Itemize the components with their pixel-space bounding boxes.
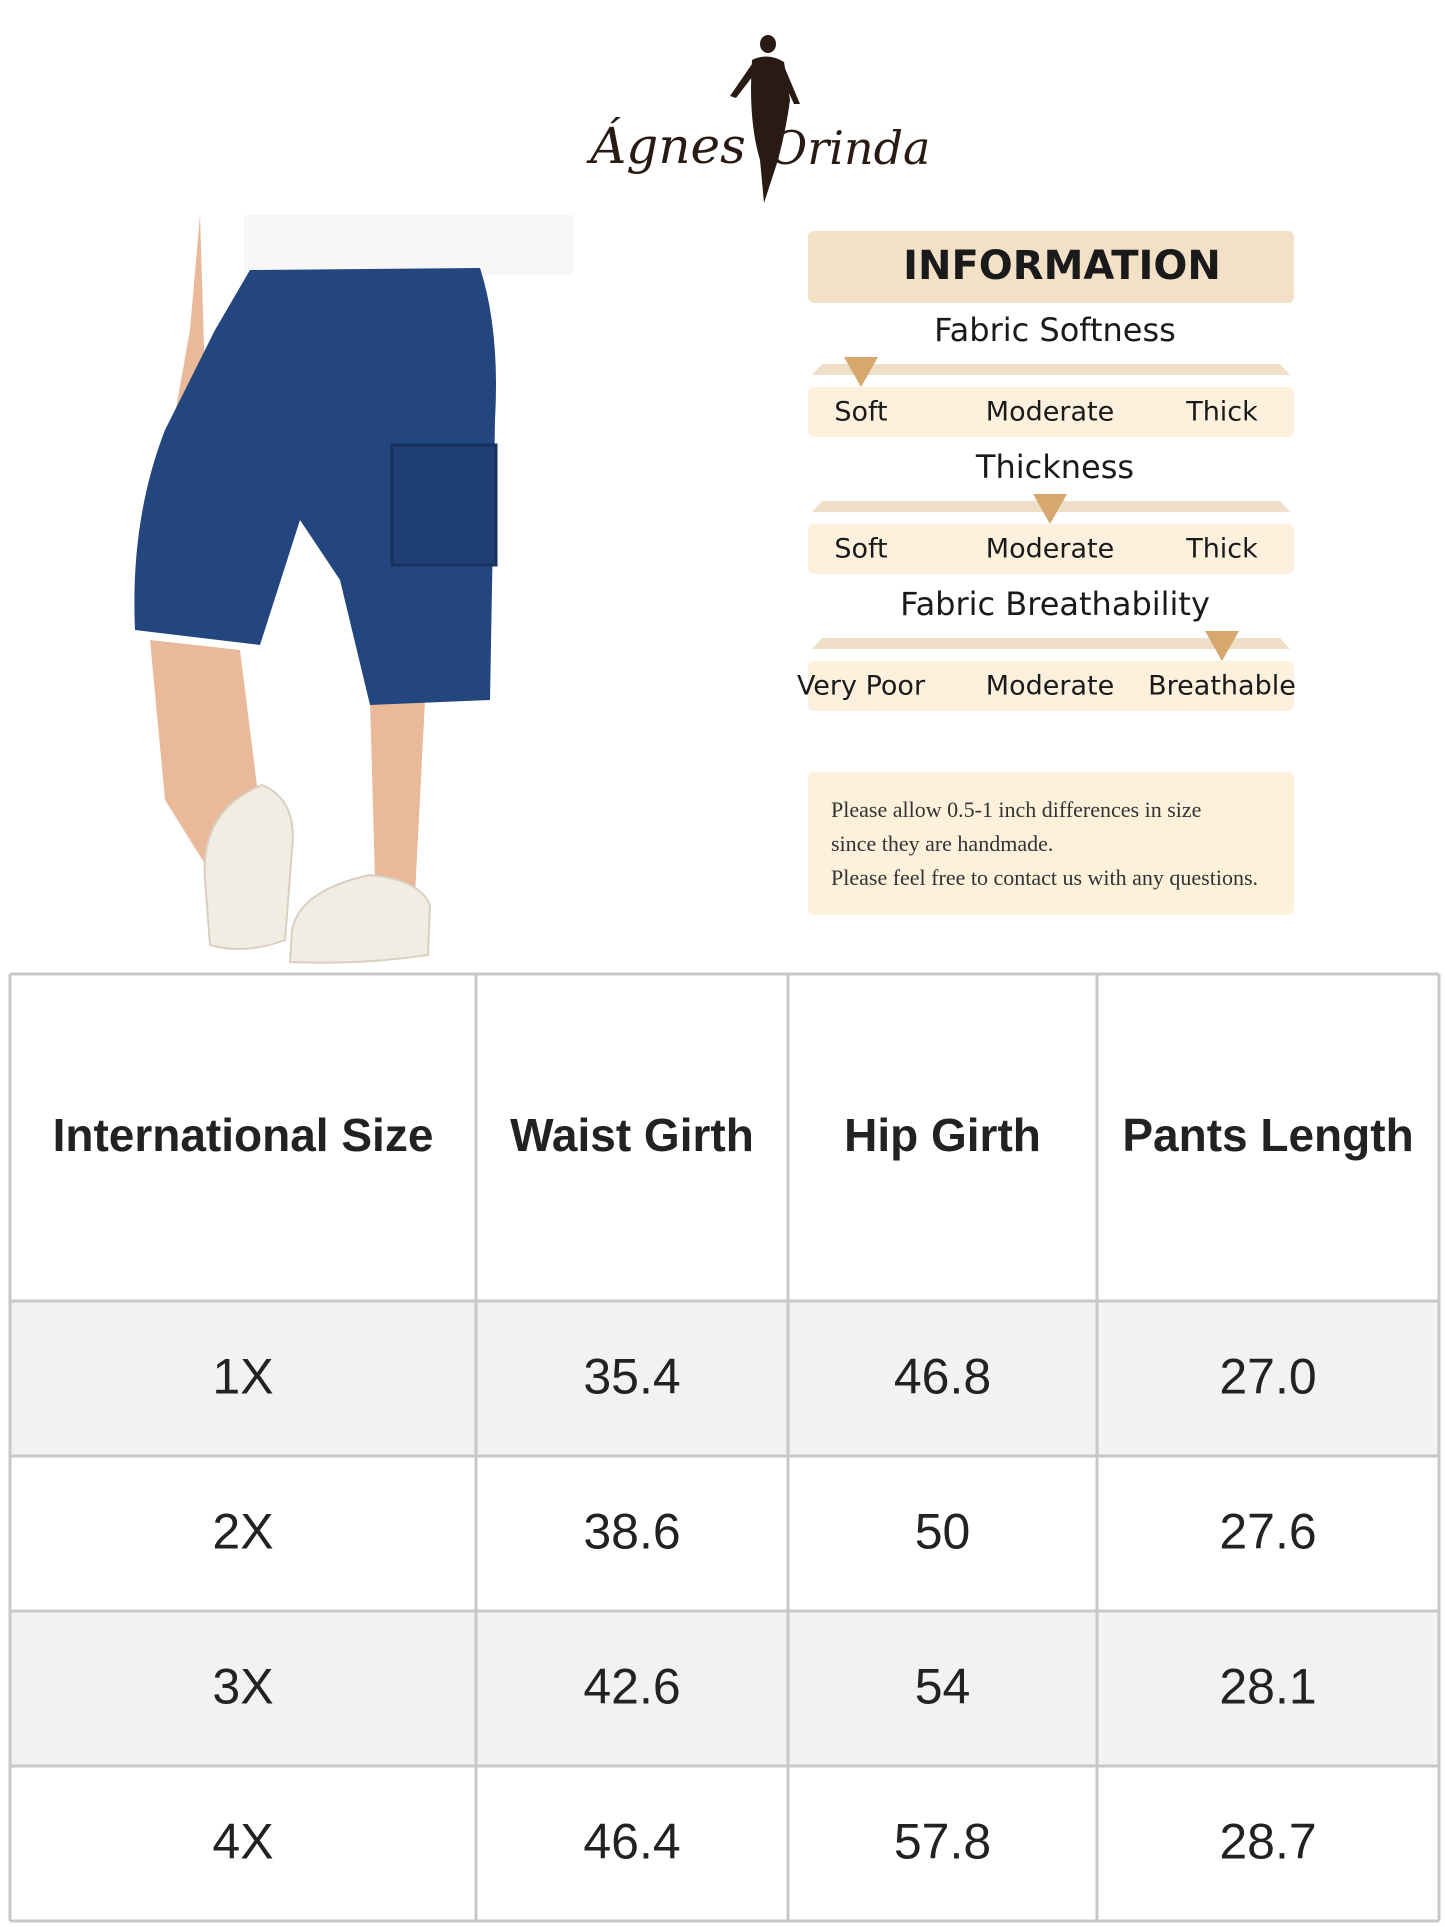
metric-label-box (808, 661, 1294, 711)
metric-label-box (808, 387, 1294, 437)
metric-label: Thick (1185, 397, 1258, 428)
row-shade (10, 1611, 1439, 1766)
table-cell: 54 (915, 1659, 971, 1715)
info-panel: INFORMATION Fabric Softness Soft Moderate T… (797, 231, 1296, 915)
metric-label: Very Poor (797, 671, 926, 702)
table-cell: 46.8 (894, 1349, 991, 1405)
metric-bar (812, 364, 1290, 375)
metric-name: Fabric Softness (934, 311, 1176, 349)
header-cell: Waist Girth (510, 1109, 754, 1161)
note-line: Please allow 0.5-1 inch differences in s… (831, 797, 1201, 822)
table-cell: 42.6 (583, 1659, 680, 1715)
table-cell: 38.6 (583, 1504, 680, 1560)
table-cell: 28.1 (1219, 1659, 1316, 1715)
table-cell: 27.0 (1219, 1349, 1316, 1405)
metric-label: Breathable (1148, 671, 1296, 702)
metric-label: Soft (834, 397, 887, 428)
logo-figure (730, 35, 800, 203)
product-photo (134, 215, 574, 964)
info-title: INFORMATION (903, 243, 1221, 289)
table-cell: 50 (915, 1504, 971, 1560)
table-cell: 2X (212, 1504, 273, 1560)
table-cell: 57.8 (894, 1814, 991, 1870)
table-cell: 3X (212, 1659, 273, 1715)
header-cell: International Size (53, 1109, 434, 1161)
metric-label-box (808, 524, 1294, 574)
table-cell: 46.4 (583, 1814, 680, 1870)
table-cell: 1X (212, 1349, 273, 1405)
info-title-box (808, 231, 1294, 303)
metric-marker (1033, 494, 1067, 524)
metric-name: Fabric Breathability (900, 585, 1210, 623)
metric-marker (844, 357, 878, 387)
header-cell: Pants Length (1122, 1109, 1413, 1161)
brand-right: Orinda (770, 121, 931, 175)
metric-label: Moderate (986, 671, 1114, 702)
brand-left: Ágnes (586, 116, 746, 175)
size-table: International Size Waist Girth Hip Girth Pa… (8, 972, 1441, 1923)
metric-marker (1205, 631, 1239, 661)
note-box (808, 772, 1294, 915)
header-cell: Hip Girth (844, 1109, 1041, 1161)
metric-label: Soft (834, 534, 887, 565)
table-cell: 27.6 (1219, 1504, 1316, 1560)
note-line: Please feel free to contact us with any … (831, 865, 1258, 890)
metric-label: Moderate (986, 534, 1114, 565)
metric-name: Thickness (975, 448, 1134, 486)
table-cell: 4X (212, 1814, 273, 1870)
metric-bar (812, 638, 1290, 649)
table-cell: 35.4 (583, 1349, 680, 1405)
metric-label: Thick (1185, 534, 1258, 565)
note-line: since they are handmade. (831, 831, 1053, 856)
table-cell: 28.7 (1219, 1814, 1316, 1870)
metric-label: Moderate (986, 397, 1114, 428)
row-shade (10, 1301, 1439, 1456)
